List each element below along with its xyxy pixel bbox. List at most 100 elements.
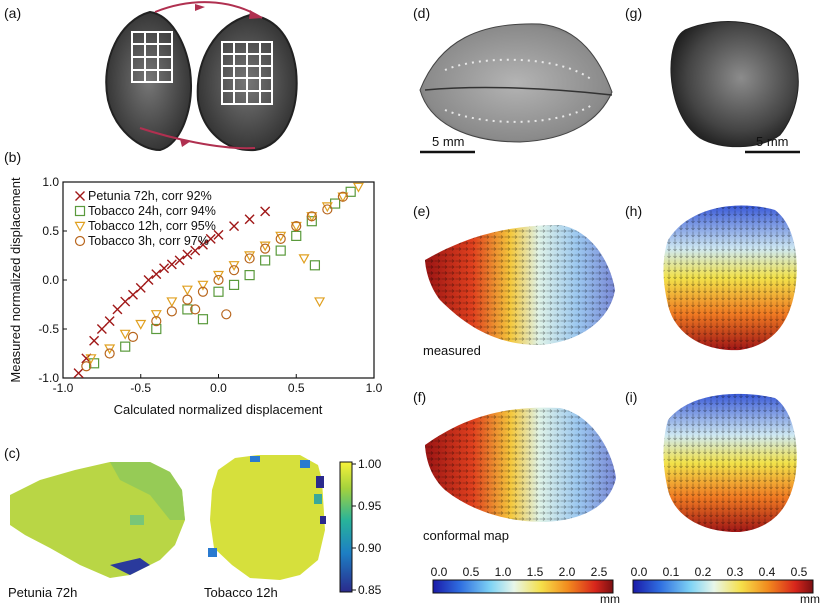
panel-label-h: (h) [625, 203, 642, 219]
data-point [197, 314, 209, 325]
data-point [166, 259, 177, 270]
colorbar-tick-label: 0.3 [727, 565, 744, 579]
panel-label-e: (e) [413, 203, 430, 219]
data-point [228, 265, 240, 276]
data-point [291, 230, 302, 241]
colorbar-left: 0.0 0.5 1.0 1.5 2.0 2.5 mm [431, 565, 620, 604]
colorbar-right-unit: mm [800, 592, 820, 604]
panel-i-field [663, 393, 797, 533]
y-tick-label: 0.0 [42, 273, 59, 287]
data-point [197, 239, 208, 250]
data-point [81, 361, 92, 372]
data-point [306, 216, 317, 227]
colorbar-c-tick-label: 0.85 [358, 583, 382, 597]
panel-a-leaves [105, 1, 298, 152]
colorbar-tick-label: 2.5 [591, 565, 608, 579]
arrow-bottom [139, 127, 256, 150]
data-point [221, 309, 232, 320]
data-point [352, 182, 364, 193]
y-tick-label: -0.5 [38, 322, 59, 336]
panel-d-leaf-photo: 5 mm [419, 23, 613, 154]
data-point [260, 255, 271, 266]
data-point [213, 286, 224, 297]
data-point [306, 211, 317, 222]
data-point [330, 198, 341, 209]
data-point [244, 253, 255, 264]
data-point [213, 274, 224, 286]
data-point [143, 275, 154, 285]
data-point [104, 316, 115, 327]
data-point [275, 231, 287, 242]
colorbar-tick-label: 0.5 [791, 565, 808, 579]
colorbar-c-tick-label: 0.90 [358, 541, 382, 555]
colorbar-left-unit: mm [600, 592, 620, 604]
legend-marker [74, 235, 86, 247]
data-point [182, 249, 193, 260]
data-point [112, 304, 123, 315]
colorbar-tick-label: 0.5 [463, 565, 480, 579]
x-tick-label: -0.5 [130, 381, 151, 395]
panel-label-a: (a) [4, 5, 21, 21]
data-point [244, 251, 256, 262]
y-tick-label: 1.0 [42, 175, 59, 189]
data-point [228, 279, 240, 290]
data-point [85, 354, 97, 365]
data-point [166, 297, 178, 308]
data-point [321, 202, 333, 213]
colorbar-c-tick-label: 0.95 [358, 499, 382, 513]
panel-f-field: conformal map [423, 407, 616, 543]
data-point [89, 335, 100, 346]
data-point [244, 270, 255, 281]
panel-label-f: (f) [413, 389, 426, 405]
series-3 [81, 191, 348, 372]
data-point [309, 260, 321, 271]
colorbar-tick-label: 1.0 [495, 565, 512, 579]
data-point [337, 191, 348, 202]
panel-label-c: (c) [4, 445, 20, 461]
data-point [151, 269, 162, 280]
legend-label: Tobacco 24h, corr 94% [88, 204, 216, 218]
scale-bar-g-label: 5 mm [756, 134, 789, 149]
data-point [151, 316, 162, 327]
data-point [182, 304, 193, 315]
data-point [104, 348, 115, 359]
grid-right [221, 41, 273, 105]
x-axis-label: Calculated normalized displacement [114, 402, 323, 417]
grid-left [131, 31, 173, 83]
colorbar-tick-label: 1.5 [527, 565, 544, 579]
data-point [322, 204, 333, 215]
data-point [166, 306, 177, 317]
data-point [182, 294, 193, 305]
legend-marker [75, 191, 85, 201]
colorbar-c-tick-label: 1.00 [358, 457, 382, 471]
data-point [197, 280, 209, 291]
y-tick-label: 0.5 [42, 224, 59, 238]
y-axis-label: Measured normalized displacement [8, 177, 23, 383]
data-point [190, 245, 201, 256]
colorbar-tick-label: 0.1 [663, 565, 680, 579]
series-1 [88, 186, 356, 369]
data-point [244, 214, 255, 225]
legend-label: Petunia 72h, corr 92% [88, 189, 212, 203]
x-tick-label: 1.0 [366, 381, 383, 395]
colorbar-tick-label: 0.0 [431, 565, 448, 579]
caption-petunia: Petunia 72h [8, 585, 77, 600]
legend-marker [74, 221, 86, 232]
data-point [290, 221, 302, 232]
colorbar-tick-label: 0.4 [759, 565, 776, 579]
data-point [314, 297, 326, 308]
data-point [119, 329, 131, 340]
heatmap-petunia [10, 462, 185, 578]
panel-b-scatter: -1.0 -0.5 0.0 0.5 1.0 1.0 0.5 0.0 -0.5 -1.0 Petun… [8, 175, 383, 417]
data-point [174, 255, 185, 266]
data-point [120, 341, 131, 352]
colorbar-tick-label: 0.2 [695, 565, 712, 579]
panel-e-field: measured [423, 225, 615, 358]
data-point [181, 285, 193, 296]
y-tick-label: -1.0 [38, 371, 59, 385]
data-point [213, 229, 224, 240]
colorbar-c [339, 461, 353, 593]
data-point [345, 186, 356, 197]
panel-g-leaf-photo: 5 mm [670, 21, 800, 154]
